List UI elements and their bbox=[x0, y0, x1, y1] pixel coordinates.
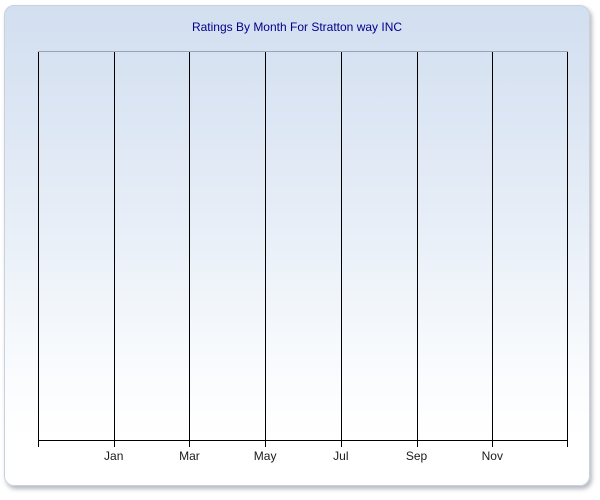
gridline bbox=[265, 52, 267, 447]
y-axis-line bbox=[38, 52, 39, 447]
x-axis-label: Jul bbox=[333, 449, 349, 463]
gridline bbox=[189, 52, 191, 447]
chart-title: Ratings By Month For Stratton way INC bbox=[191, 20, 403, 34]
x-axis-label: Jan bbox=[104, 449, 124, 463]
gridline bbox=[113, 52, 115, 447]
gridline bbox=[416, 52, 418, 447]
x-axis-label: Nov bbox=[481, 449, 503, 463]
gridline bbox=[340, 52, 342, 447]
plot-area: Jan Mar May Jul Sep Nov bbox=[38, 51, 568, 463]
x-axis-label: Sep bbox=[405, 449, 428, 463]
plot-right-border bbox=[567, 52, 568, 447]
gridline bbox=[492, 52, 494, 447]
x-axis-label: May bbox=[253, 449, 277, 463]
chart-panel: Ratings By Month For Stratton way INC Ja… bbox=[4, 5, 590, 486]
x-axis-label: Mar bbox=[179, 449, 200, 463]
